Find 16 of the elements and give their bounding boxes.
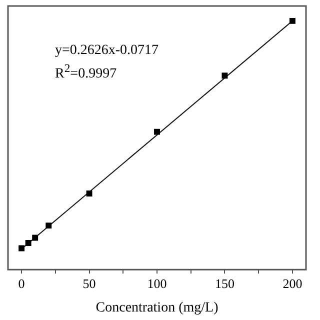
x-tick-label: 150 (214, 276, 234, 291)
x-axis-title: Concentration (mg/L) (96, 300, 219, 316)
point (289, 18, 296, 24)
point (18, 245, 25, 252)
annotation: R$^{2}$=0.9997 (55, 61, 118, 84)
point (222, 72, 228, 79)
x-tick-label: 200 (282, 276, 302, 291)
x-tick-label: 100 (147, 276, 167, 291)
point (46, 222, 52, 229)
point (32, 234, 38, 241)
x-tick-label: 50 (82, 276, 96, 291)
x-tick-label: 0 (18, 276, 25, 291)
point (25, 240, 32, 246)
point (86, 190, 92, 196)
annotation: y=0.2626x-0.0717 (55, 42, 159, 60)
point (154, 128, 160, 135)
